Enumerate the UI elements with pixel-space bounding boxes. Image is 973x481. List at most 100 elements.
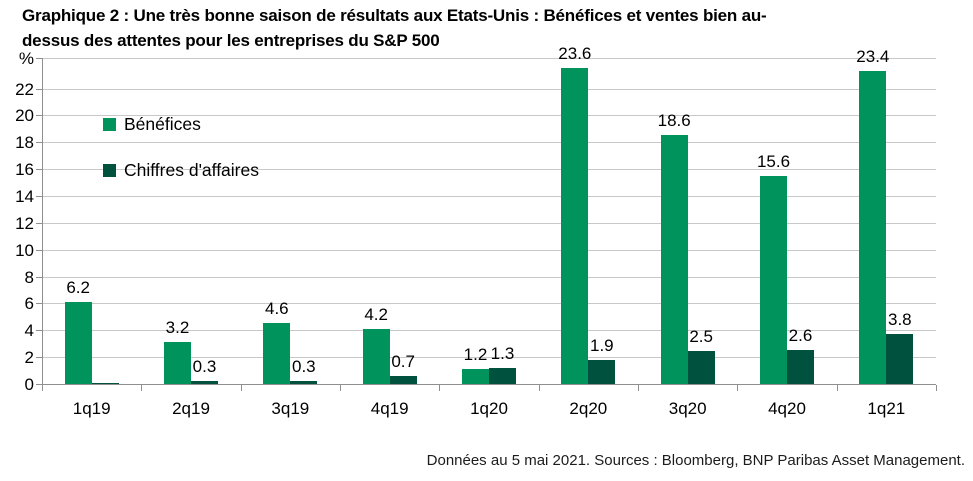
bar-benefices-1q19 xyxy=(64,301,92,385)
y-axis-line xyxy=(42,58,43,385)
bar-chiffres-3q20 xyxy=(687,351,715,385)
bar-benefices-4q19 xyxy=(362,328,390,385)
y-axis-tick-label: 6 xyxy=(24,294,34,314)
plot-area: 0 2 4 6 8 10 12 14 16 18 20 22% 6.2 1q19 3.2 0.3 2q19 4.6… xyxy=(15,44,937,418)
bar-benefices-3q20 xyxy=(660,135,688,385)
gridline xyxy=(42,196,936,197)
bar-value-label: 4.2 xyxy=(364,304,388,324)
x-axis-label: 1q19 xyxy=(72,399,111,418)
chart-title: Graphique 2 : Une très bonne saison de r… xyxy=(22,3,767,53)
y-axis-tick-label: 0 xyxy=(24,375,34,394)
y-axis-tick xyxy=(36,169,42,171)
y-axis-tick xyxy=(36,222,42,224)
gridline xyxy=(42,303,936,305)
x-axis-label: 1q20 xyxy=(470,399,508,418)
y-axis-tick xyxy=(36,276,42,278)
x-axis-label: 1q21 xyxy=(867,399,906,418)
x-axis-tick xyxy=(538,385,540,391)
x-axis-label: 2q19 xyxy=(172,399,210,418)
bar-value-label: 4.6 xyxy=(265,299,289,319)
y-axis-tick-label: 18 xyxy=(15,133,34,153)
x-axis-tick xyxy=(737,385,739,391)
y-axis-tick xyxy=(36,384,42,385)
bar-value-label: 6.2 xyxy=(66,277,90,297)
y-axis-tick-label: 12 xyxy=(15,213,34,233)
y-axis-tick xyxy=(36,115,42,117)
y-axis-tick-label: 8 xyxy=(24,267,34,287)
legend-label: Bénéfices xyxy=(124,113,201,134)
y-axis-tick xyxy=(36,88,42,90)
x-axis-label: 4q19 xyxy=(370,399,409,418)
gridline xyxy=(42,142,936,144)
source-note: Données au 5 mai 2021. Sources : Bloombe… xyxy=(426,452,965,469)
x-axis-label: 3q19 xyxy=(271,399,310,418)
y-axis-tick-label: 2 xyxy=(24,348,34,368)
x-axis-tick xyxy=(638,385,639,391)
bar-value-label: 1.3 xyxy=(490,343,515,363)
gridline xyxy=(42,330,936,332)
x-axis-tick xyxy=(439,385,441,391)
gridline xyxy=(42,276,936,278)
bar-value-label: 15.6 xyxy=(756,151,791,171)
bar-value-label: 2.6 xyxy=(788,326,813,346)
x-axis-tick xyxy=(42,385,43,391)
y-axis-tick xyxy=(36,142,42,144)
legend-label: Chiffres d'affaires xyxy=(124,159,259,180)
y-axis-tick xyxy=(36,357,42,359)
gridline xyxy=(42,222,936,224)
bar-chiffres-1q21 xyxy=(886,333,914,385)
x-axis-tick xyxy=(836,385,838,391)
gridline xyxy=(42,249,936,251)
bar-chiffres-4q20 xyxy=(787,350,814,385)
bar-benefices-1q20 xyxy=(462,368,489,385)
chart-title-line1: Graphique 2 : Une très bonne saison de r… xyxy=(22,6,767,25)
y-axis-tick xyxy=(36,58,42,59)
bar-benefices-3q19 xyxy=(263,323,291,385)
legend-item-chiffres-affaires: Chiffres d'affaires xyxy=(103,158,259,182)
bar-value-label: 0.7 xyxy=(391,351,415,371)
bar-value-label: 0.3 xyxy=(192,356,217,376)
legend-item-benefices: Bénéfices xyxy=(103,112,259,136)
bar-value-label: 18.6 xyxy=(657,111,691,131)
x-axis-tick xyxy=(340,385,341,391)
legend: Bénéfices Chiffres d'affaires xyxy=(103,112,259,204)
y-axis-tick-label: 4 xyxy=(24,321,34,341)
x-axis-line xyxy=(42,384,936,385)
y-axis-tick-label: 10 xyxy=(15,240,34,260)
legend-swatch-icon xyxy=(103,117,116,131)
y-axis-tick-label: 16 xyxy=(15,160,34,180)
y-axis-tick xyxy=(36,303,42,305)
gridline xyxy=(42,88,936,90)
bar-chiffres-4q19 xyxy=(389,375,417,385)
bar-value-label: 1.2 xyxy=(463,344,488,364)
y-axis-tick-label: 20 xyxy=(15,106,34,126)
bar-benefices-4q20 xyxy=(760,175,787,385)
y-axis-unit-label: % xyxy=(18,49,34,68)
bar-value-label: 23.6 xyxy=(558,44,592,64)
y-axis-tick xyxy=(36,330,42,332)
x-axis-label: 3q20 xyxy=(668,399,707,418)
bar-benefices-1q21 xyxy=(859,70,887,385)
bar-chiffres-2q19 xyxy=(191,380,218,385)
legend-swatch-icon xyxy=(103,163,116,177)
y-axis-tick-label: 14 xyxy=(15,187,34,206)
gridline xyxy=(42,169,936,171)
x-axis-label: 2q20 xyxy=(569,399,608,418)
bar-chiffres-2q20 xyxy=(588,359,616,385)
bar-benefices-2q20 xyxy=(561,68,589,385)
bar-chiffres-1q20 xyxy=(489,367,516,385)
x-axis-label: 4q20 xyxy=(768,399,806,418)
y-axis-tick xyxy=(36,249,42,251)
x-axis-tick xyxy=(936,385,937,391)
bar-value-label: 3.2 xyxy=(165,318,190,338)
gridline xyxy=(42,58,936,59)
x-axis-tick xyxy=(240,385,242,391)
bar-value-label: 0.3 xyxy=(292,356,316,376)
gridline xyxy=(42,357,936,359)
bar-value-label: 2.5 xyxy=(689,327,713,347)
y-axis-tick xyxy=(36,196,42,197)
bar-benefices-2q19 xyxy=(164,342,191,385)
bar-value-label: 23.4 xyxy=(856,46,890,66)
x-axis-tick xyxy=(141,385,143,391)
